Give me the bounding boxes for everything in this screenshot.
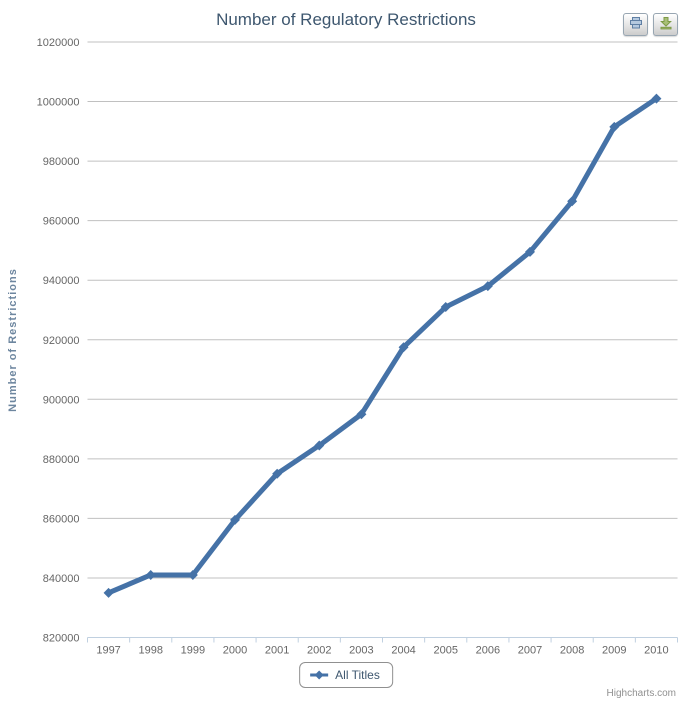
data-point-marker[interactable] [567,196,578,207]
x-axis-label: 2006 [476,645,500,657]
data-point-marker[interactable] [272,468,283,479]
y-axis-label: 1020000 [37,37,80,49]
x-axis-label: 2001 [265,645,289,657]
y-axis-label: 960000 [43,216,80,228]
data-point-marker[interactable] [398,342,409,353]
chart-title: Number of Regulatory Restrictions [216,10,476,29]
series-marker-icon [310,670,329,680]
y-axis-label: 880000 [43,454,80,466]
data-point-marker[interactable] [187,569,198,580]
x-axis-label: 1997 [96,645,120,657]
highcharts-credits[interactable]: Highcharts.com [606,688,676,699]
x-axis-label: 2010 [644,645,668,657]
data-point-marker[interactable] [145,569,156,580]
x-axis-label: 2000 [223,645,247,657]
print-icon [628,15,644,34]
y-axis-label: 840000 [43,573,80,585]
x-axis-label: 2009 [602,645,626,657]
export-toolbar [623,13,678,36]
data-point-marker[interactable] [609,121,620,132]
data-point-marker[interactable] [482,281,493,292]
legend: All Titles [299,662,393,688]
x-axis-label: 1998 [138,645,162,657]
x-axis-label: 2003 [349,645,373,657]
legend-symbol-marker [314,670,324,680]
y-axis-label: 980000 [43,156,80,168]
x-axis-label: 2005 [433,645,457,657]
data-point-marker[interactable] [356,409,367,420]
legend-item-all-titles[interactable]: All Titles [300,663,392,687]
y-axis-label: 900000 [43,394,80,406]
y-axis-title: Number of Restrictions [7,268,19,412]
print-button[interactable] [623,13,648,36]
y-axis-label: 820000 [43,633,80,645]
data-point-marker[interactable] [230,514,240,525]
x-axis-label: 2008 [560,645,584,657]
y-axis-label: 920000 [43,335,80,347]
y-axis-label: 940000 [43,275,80,287]
series-line [106,96,659,596]
data-point-marker[interactable] [440,301,451,312]
x-axis-label: 2004 [391,645,415,657]
y-axis-label: 860000 [43,513,80,525]
x-axis-label: 1999 [181,645,205,657]
download-button[interactable] [653,13,678,36]
y-axis-label: 1000000 [37,97,80,109]
x-axis-label: 2007 [518,645,542,657]
data-point-marker[interactable] [103,587,114,598]
x-axis-label: 2002 [307,645,331,657]
data-point-marker[interactable] [314,440,325,451]
data-point-marker[interactable] [525,246,535,257]
data-point-marker[interactable] [651,93,662,104]
download-icon [658,15,674,34]
legend-item-label: All Titles [335,668,380,682]
